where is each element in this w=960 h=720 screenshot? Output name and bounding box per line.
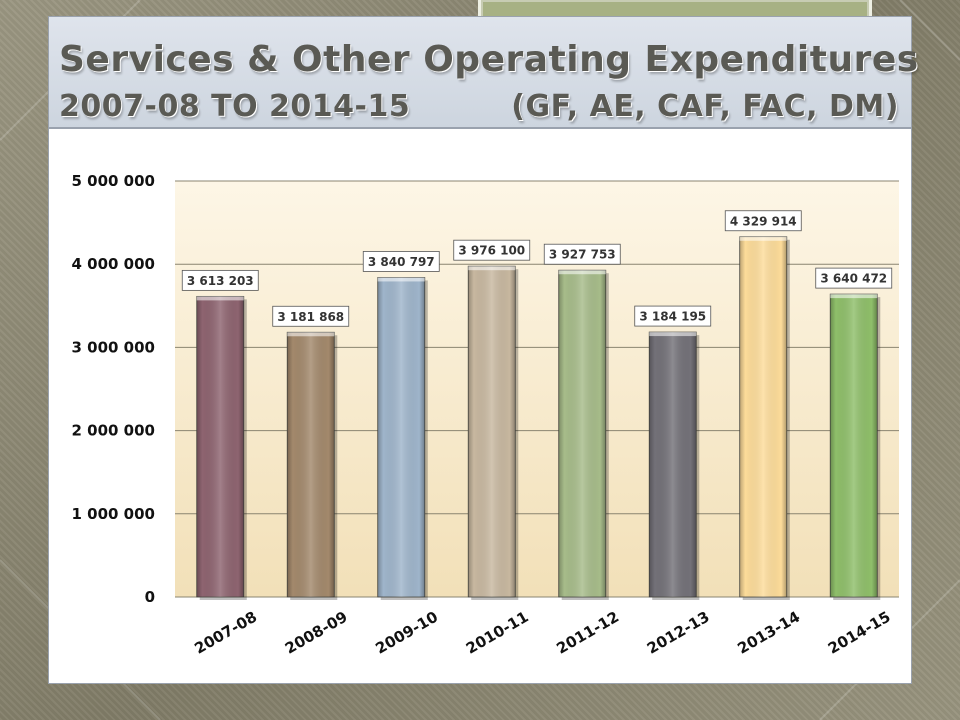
x-tick-label: 2010-11 [463, 608, 532, 658]
data-label-box: 3 840 797 [362, 251, 440, 272]
plot-background [175, 181, 899, 597]
bar-top-cap [649, 332, 697, 337]
data-label-bg [453, 239, 531, 261]
slide-title: Services & Other Operating Expenditures [59, 39, 919, 80]
bar-top-cap [377, 277, 425, 282]
data-label-box: 4 329 914 [724, 210, 802, 232]
bar-top-cap [739, 236, 787, 241]
data-label-box: 3 181 868 [272, 305, 350, 327]
data-label-bg [634, 305, 712, 327]
data-label-box: 3 640 472 [815, 267, 893, 289]
bar-top-cap [287, 332, 335, 337]
data-label: 3 840 797 [368, 255, 435, 269]
y-tick-label: 3 000 000 [71, 338, 155, 356]
data-label: 3 976 100 [458, 244, 525, 258]
bar-top-cap [196, 296, 244, 301]
x-tick-label: 2011-12 [553, 608, 622, 658]
data-label: 3 181 868 [277, 310, 344, 324]
data-label-box: 3 927 753 [543, 243, 621, 265]
x-tick-label: 2007-08 [191, 608, 260, 658]
data-label-box: 3 976 100 [453, 239, 531, 261]
slide-subtitle-years: 2007-08 TO 2014-15 [59, 89, 411, 124]
bar-top-cap [558, 270, 606, 275]
data-label-bg [724, 210, 802, 232]
data-label-bg [362, 251, 440, 272]
bar-highlight [558, 270, 606, 597]
bar-chart: 3 613 203 3 181 868 3 840 797 3 976 100 3 92… [71, 172, 899, 658]
bar-highlight [196, 296, 244, 597]
x-tick-label: 2012-13 [644, 608, 713, 658]
bar-top-cap [830, 294, 878, 299]
x-tick-label: 2013-14 [734, 608, 803, 658]
data-label-bg [181, 269, 259, 291]
data-label: 4 329 914 [730, 214, 797, 228]
data-label-bg [543, 243, 621, 265]
y-tick-label: 4 000 000 [71, 255, 155, 273]
x-tick-label: 2009-10 [372, 608, 441, 658]
data-label: 3 927 753 [549, 248, 616, 262]
bar-top-cap [468, 266, 516, 271]
y-tick-label: 0 [145, 588, 155, 606]
bar-highlight [468, 266, 516, 597]
y-tick-label: 5 000 000 [71, 172, 155, 190]
bar-highlight [377, 277, 425, 597]
x-tick-label: 2014-15 [825, 608, 894, 658]
data-label-bg [815, 267, 893, 289]
data-label-box: 3 184 195 [634, 305, 712, 327]
title-banner: Services & Other Operating Expenditures … [48, 16, 918, 128]
data-label: 3 640 472 [820, 272, 887, 286]
y-tick-label: 2 000 000 [71, 422, 155, 440]
decorative-tab [478, 0, 872, 20]
data-label: 3 184 195 [639, 310, 706, 324]
y-tick-label: 1 000 000 [71, 505, 155, 523]
data-label: 3 613 203 [187, 274, 254, 288]
data-label-box: 3 613 203 [181, 269, 259, 291]
slide-subtitle-funds: (GF, AE, CAF, FAC, DM) [511, 89, 899, 124]
bar-highlight [739, 236, 787, 597]
bar-highlight [287, 332, 335, 597]
bar-highlight [830, 294, 878, 597]
x-tick-label: 2008-09 [282, 608, 351, 658]
bar-highlight [649, 332, 697, 597]
data-label-bg [272, 305, 350, 327]
chart-panel: 3 613 203 3 181 868 3 840 797 3 976 100 3 92… [48, 128, 912, 684]
